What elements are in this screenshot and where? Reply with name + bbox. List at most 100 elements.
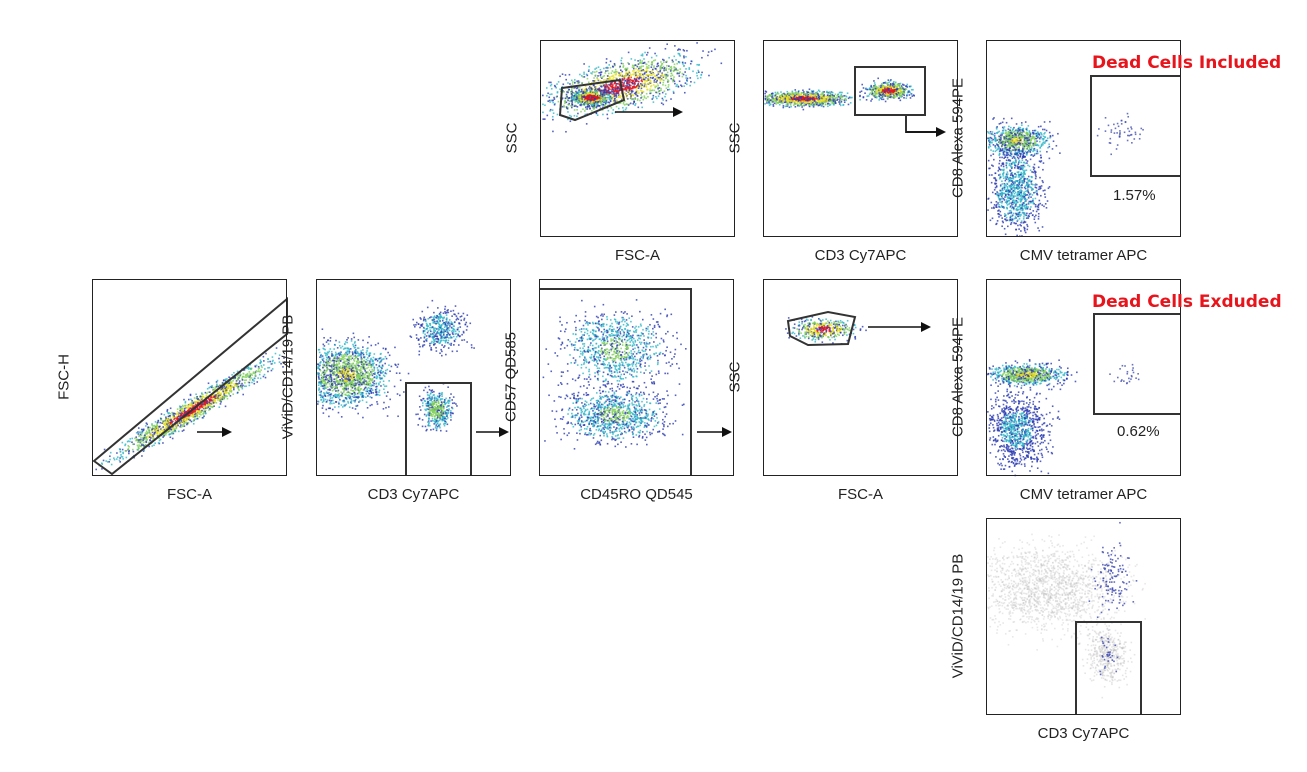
event-dot: [639, 59, 641, 62]
event-dot: [789, 102, 792, 105]
event-dot: [796, 97, 799, 99]
event-dot: [684, 71, 686, 73]
event-dot: [1023, 194, 1026, 196]
event-dot: [1015, 228, 1017, 231]
event-dot: [576, 86, 579, 89]
event-dot: [696, 72, 698, 74]
event-dot: [816, 101, 818, 104]
event-dot: [1011, 218, 1014, 221]
event-dot: [629, 76, 632, 78]
event-dot: [611, 88, 614, 91]
event-dot: [1005, 134, 1007, 137]
event-dot: [1116, 122, 1119, 125]
event-dot: [778, 98, 781, 100]
event-dot: [1030, 154, 1033, 156]
event-dot: [654, 59, 657, 61]
event-dot: [591, 93, 594, 96]
event-dot: [811, 102, 814, 104]
event-dot: [783, 96, 785, 99]
event-dot: [998, 141, 1000, 143]
event-dot: [594, 91, 596, 94]
event-dot: [1026, 151, 1029, 153]
event-dot: [645, 69, 648, 72]
event-dot: [822, 93, 825, 95]
event-dot: [1110, 131, 1113, 133]
event-dot: [1022, 182, 1024, 184]
event-dot: [628, 71, 631, 74]
event-dot: [612, 84, 614, 86]
event-dot: [643, 58, 645, 60]
event-dot: [633, 85, 636, 87]
event-dot: [1017, 151, 1019, 153]
event-dot: [1025, 184, 1028, 187]
event-dot: [662, 103, 665, 106]
event-dot: [633, 64, 635, 67]
event-dot: [590, 101, 593, 104]
event-dot: [813, 93, 815, 95]
event-dot: [578, 81, 581, 83]
event-dot: [1015, 144, 1018, 147]
event-dot: [1130, 128, 1133, 130]
event-dot: [1016, 165, 1019, 168]
event-dot: [788, 95, 791, 98]
event-dot: [1012, 149, 1014, 151]
event-dot: [641, 53, 644, 55]
event-dot: [656, 78, 658, 81]
event-dot: [1016, 234, 1018, 237]
event-dot: [1032, 200, 1034, 202]
event-dot: [1028, 179, 1030, 182]
event-dot: [1098, 128, 1100, 130]
event-dot: [771, 100, 774, 102]
event-dot: [542, 94, 544, 97]
event-dot: [1010, 145, 1013, 148]
event-dot: [678, 72, 680, 75]
event-dot: [988, 167, 990, 170]
event-dot: [613, 71, 615, 74]
event-dot: [1029, 154, 1032, 157]
event-dot: [1049, 136, 1051, 139]
event-dot: [894, 87, 897, 89]
event-dot: [834, 93, 837, 96]
event-dot: [1009, 129, 1011, 131]
event-dot: [674, 82, 676, 85]
event-dot: [1025, 217, 1028, 219]
event-dot: [650, 66, 653, 68]
event-dot: [684, 82, 687, 84]
event-dot: [1011, 136, 1014, 139]
event-dot: [882, 90, 884, 93]
event-dot: [232, 379, 234, 382]
event-dot: [603, 75, 606, 77]
event-dot: [1116, 144, 1119, 146]
event-dot: [831, 102, 833, 105]
event-dot: [1024, 187, 1027, 190]
event-dot: [831, 94, 834, 96]
event-dot: [1019, 198, 1022, 201]
event-dot: [607, 89, 610, 92]
event-dot: [988, 174, 991, 176]
event-dot: [775, 97, 778, 99]
event-dot: [1010, 153, 1013, 155]
event-dot: [652, 94, 655, 97]
event-dot: [1009, 159, 1012, 162]
event-dot: [844, 97, 846, 100]
event-dot: [573, 99, 576, 101]
event-dot: [1017, 141, 1020, 144]
event-dot: [1039, 188, 1041, 190]
event-dot: [583, 90, 586, 92]
event-dot: [1127, 127, 1129, 130]
event-dot: [1032, 150, 1034, 153]
event-dot: [782, 102, 784, 105]
event-dot: [1021, 136, 1024, 139]
event-dot: [202, 417, 205, 419]
event-dot: [900, 85, 903, 87]
event-dot: [1002, 151, 1005, 153]
event-dot: [672, 92, 675, 94]
event-dot: [782, 100, 785, 103]
event-dot: [1003, 136, 1006, 138]
event-dot: [1007, 132, 1009, 134]
event-dot: [1126, 112, 1129, 115]
event-dot: [780, 96, 783, 99]
event-dot: [605, 85, 607, 87]
event-dot: [577, 112, 579, 115]
event-dot: [585, 123, 588, 125]
